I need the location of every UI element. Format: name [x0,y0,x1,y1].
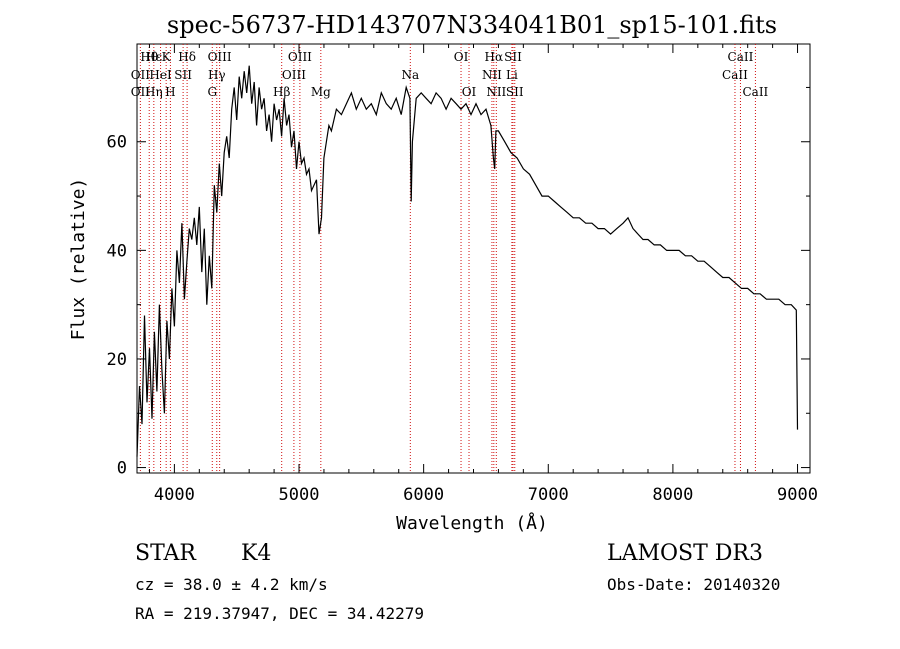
spectral-line-label: Na [401,68,419,82]
x-tick-label: 8000 [652,485,693,505]
spectral-line-label: OI [454,50,469,64]
survey-name: LAMOST DR3 [607,541,763,566]
spectral-line-label: NII [486,85,506,99]
spectral-line-label: G [207,85,217,99]
spectral-line-label: OII [131,68,151,82]
y-tick-label: 40 [107,241,127,261]
spectral-line-label: HeI [149,68,172,82]
spectral-line-label: K [162,50,172,64]
spectral-line-label: SII [506,85,524,99]
x-tick-label: 5000 [279,485,320,505]
obs-date: Obs-Date: 20140320 [607,575,780,594]
object-subclass: K4 [241,541,271,566]
spectrum-line [136,65,799,457]
spectral-line-label: H [165,85,175,99]
spectral-line-label: CaII [722,68,748,82]
y-tick-label: 60 [107,133,127,153]
chart-title: spec-56737-HD143707N334041B01_sp15-101.f… [167,11,777,39]
y-axis-label: Flux (relative) [68,178,89,341]
spectral-line-label: Hη [145,85,163,99]
spectral-line-label: SII [504,50,522,64]
x-ticks: 4000 5000 6000 7000 8000 9000 [148,44,818,505]
spectral-line-label: CaII [728,50,754,64]
spectral-line-label: Hθ [140,50,158,64]
spectral-line-label: Hβ [273,85,290,99]
spectral-line-label: Li [506,68,518,82]
x-tick-label: 9000 [777,485,818,505]
spectral-line-label: OIII [208,50,232,64]
ra-dec: RA = 219.37947, DEC = 34.42279 [135,604,424,623]
redshift-info: cz = 38.0 ± 4.2 km/s [135,575,328,594]
spectral-line-label: OII [131,85,151,99]
y-tick-label: 0 [117,459,127,479]
spectral-line-label: Hα [485,50,504,64]
x-tick-label: 7000 [528,485,569,505]
x-axis-label: Wavelength (Å) [396,512,548,534]
spectral-line-label: Mg [311,85,331,99]
marker-lines [139,44,756,473]
spectral-line-label: OIII [288,50,312,64]
spectral-line-label: CaII [742,85,768,99]
y-tick-label: 20 [107,350,127,370]
spectral-line-label: Hδ [178,50,196,64]
spectral-line-label: SII [174,68,192,82]
spectral-line-label: Hγ [208,68,226,82]
spectral-line-label: OIII [282,68,306,82]
x-tick-label: 4000 [154,485,195,505]
spectral-line-label: OI [462,85,477,99]
y-ticks: 0 20 40 60 [107,86,810,479]
object-class: STAR [135,541,197,566]
spectral-line-label: NII [482,68,502,82]
x-tick-label: 6000 [403,485,444,505]
spectral-line-label: Hε [145,50,162,64]
